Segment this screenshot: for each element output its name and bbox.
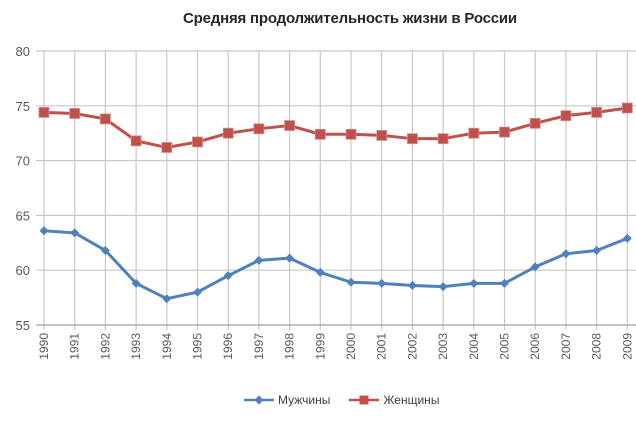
x-tick-label: 1993 bbox=[129, 333, 143, 360]
diamond-marker-icon bbox=[346, 277, 356, 287]
diamond-marker-icon bbox=[285, 253, 295, 263]
x-tick-label: 1998 bbox=[283, 333, 297, 360]
square-marker-icon bbox=[253, 123, 265, 135]
x-tick-label: 2008 bbox=[590, 333, 604, 360]
diamond-marker-icon bbox=[131, 278, 141, 288]
legend-label-women: Женщины bbox=[383, 393, 440, 407]
diamond-marker-icon bbox=[254, 255, 264, 265]
square-marker-icon bbox=[560, 110, 572, 122]
square-marker-icon bbox=[406, 133, 418, 145]
square-marker-icon bbox=[284, 120, 296, 131]
diamond-marker-icon bbox=[100, 245, 110, 255]
y-tick-label: 60 bbox=[16, 263, 30, 278]
series-women bbox=[38, 102, 633, 153]
diamond-marker-icon bbox=[438, 282, 448, 292]
y-axis: 55 60 65 70 75 80 bbox=[16, 44, 30, 333]
diamond-marker-icon bbox=[70, 228, 80, 238]
square-marker-icon bbox=[468, 127, 480, 139]
y-tick-label: 80 bbox=[16, 44, 30, 59]
diamond-marker-icon bbox=[377, 278, 387, 288]
x-tick-label: 2001 bbox=[375, 333, 389, 360]
square-marker-icon bbox=[38, 106, 50, 118]
diamond-marker-icon bbox=[592, 245, 602, 255]
square-marker-icon bbox=[499, 126, 510, 138]
x-tick-label: 2002 bbox=[405, 333, 419, 360]
diamond-marker-icon bbox=[530, 262, 540, 272]
y-tick-label: 65 bbox=[16, 208, 30, 223]
legend: Мужчины Женщины bbox=[243, 393, 457, 407]
x-tick-label: 2005 bbox=[498, 333, 512, 360]
series-men bbox=[39, 226, 632, 304]
diamond-marker-icon bbox=[622, 233, 632, 243]
legend-item-women: Женщины bbox=[348, 393, 439, 407]
diamond-marker-icon bbox=[223, 271, 233, 281]
square-marker-icon bbox=[69, 108, 81, 119]
x-tick-label: 2009 bbox=[620, 333, 634, 360]
x-tick-label: 2004 bbox=[467, 333, 481, 360]
x-tick-label: 2007 bbox=[559, 333, 573, 360]
x-axis: 1990 1991 1992 1993 1994 1995 1996 1997 1998 1999… bbox=[37, 333, 634, 360]
x-tick-label: 2006 bbox=[528, 333, 542, 360]
x-tick-label: 2000 bbox=[344, 333, 358, 360]
diamond-marker-icon bbox=[244, 395, 274, 405]
square-marker-icon bbox=[621, 102, 633, 114]
series-line bbox=[43, 229, 628, 301]
diamond-marker-icon bbox=[407, 281, 417, 291]
legend-item-men: Мужчины bbox=[243, 393, 330, 407]
square-marker-icon bbox=[591, 106, 602, 118]
y-tick-label: 75 bbox=[16, 99, 30, 114]
square-marker-icon bbox=[100, 113, 111, 125]
y-tick-label: 55 bbox=[16, 318, 30, 333]
square-marker-icon bbox=[349, 395, 380, 405]
square-marker-icon bbox=[529, 117, 541, 129]
diamond-marker-icon bbox=[162, 294, 172, 304]
legend-label-men: Мужчины bbox=[278, 393, 331, 407]
x-tick-label: 1992 bbox=[98, 333, 112, 360]
x-tick-label: 1997 bbox=[252, 333, 266, 360]
x-tick-label: 2003 bbox=[436, 333, 450, 360]
square-marker-icon bbox=[192, 136, 203, 148]
diamond-marker-icon bbox=[193, 287, 202, 297]
diamond-marker-icon bbox=[39, 226, 49, 236]
x-tick-label: 1996 bbox=[221, 333, 235, 360]
square-marker-icon bbox=[437, 133, 449, 145]
diamond-marker-icon bbox=[500, 278, 509, 288]
square-marker-icon bbox=[345, 128, 357, 140]
x-tick-label: 1990 bbox=[37, 333, 51, 360]
data-series bbox=[38, 102, 633, 304]
gridlines bbox=[36, 50, 636, 330]
square-marker-icon bbox=[161, 142, 173, 153]
x-tick-label: 1991 bbox=[68, 333, 82, 360]
x-tick-label: 1995 bbox=[191, 333, 205, 360]
square-marker-icon bbox=[222, 127, 234, 139]
x-tick-label: 1999 bbox=[313, 333, 327, 360]
y-tick-label: 70 bbox=[16, 154, 30, 169]
x-tick-label: 1994 bbox=[160, 333, 174, 360]
square-marker-icon bbox=[314, 128, 326, 140]
chart-title: Средняя продолжительность жизни в России bbox=[183, 10, 517, 27]
square-marker-icon bbox=[130, 135, 142, 147]
diamond-marker-icon bbox=[561, 249, 571, 259]
square-marker-icon bbox=[376, 129, 388, 141]
diamond-marker-icon bbox=[315, 267, 325, 277]
diamond-marker-icon bbox=[469, 278, 479, 288]
